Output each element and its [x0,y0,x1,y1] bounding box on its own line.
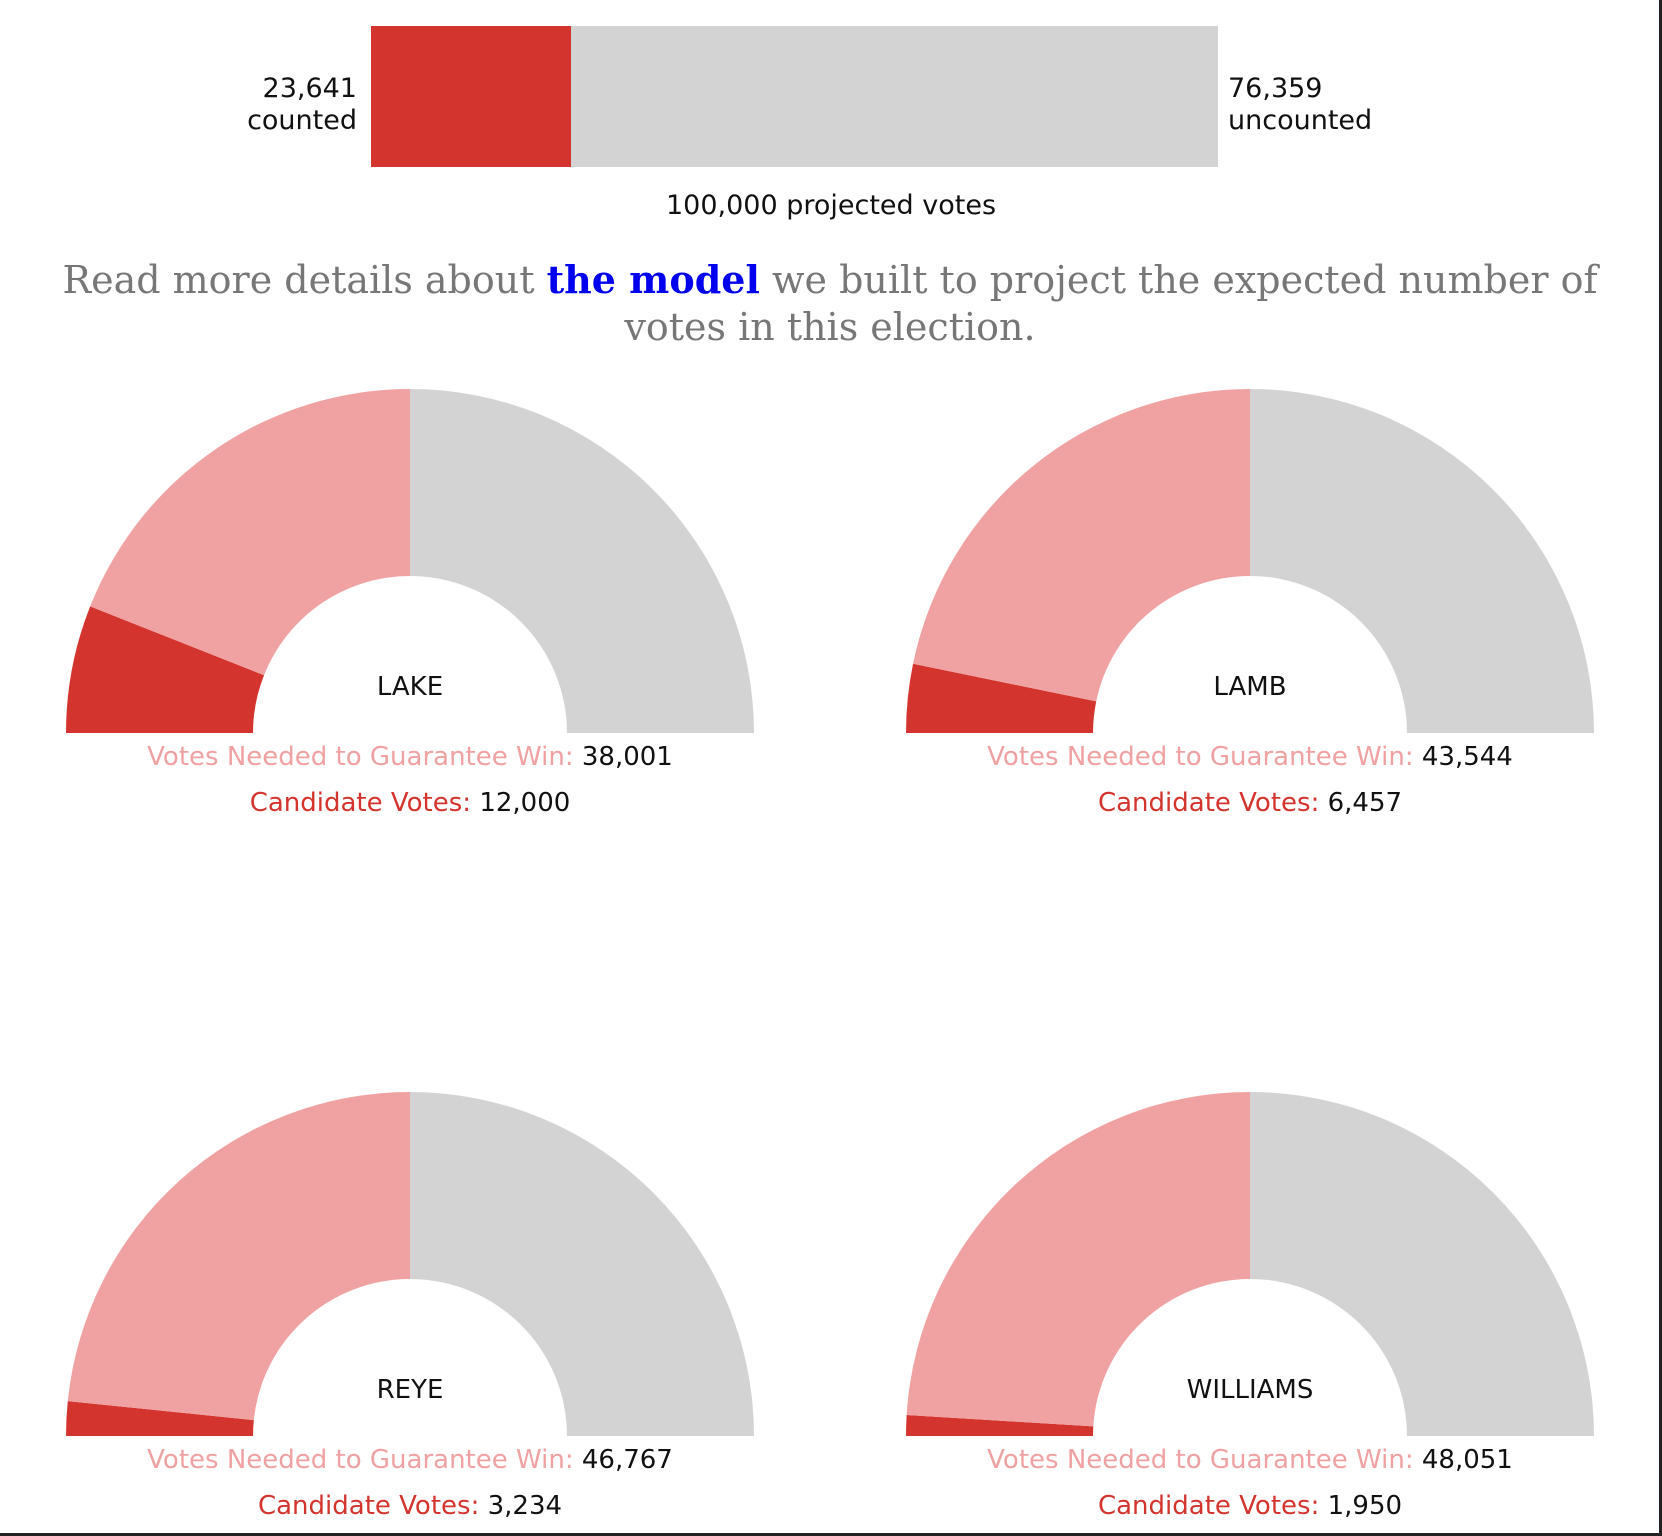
candidate-votes-value: 12,000 [479,788,571,818]
candidate-votes-label: Candidate Votes: [1097,1491,1320,1521]
uncounted-label: 76,359 uncounted [1228,73,1372,137]
votes-needed-line: Votes Needed to Guarantee Win: 46,767 [10,1444,810,1476]
candidate-votes-value: 1,950 [1327,1491,1403,1521]
model-note-after: we built to project the expected number … [624,258,1598,349]
votes-needed-label: Votes Needed to Guarantee Win: [147,742,574,772]
candidate-votes-line: Candidate Votes: 3,234 [10,1490,810,1522]
candidate-votes-label: Candidate Votes: [257,1491,480,1521]
candidate-votes-line: Candidate Votes: 12,000 [10,787,810,819]
model-link[interactable]: the model [546,257,760,302]
remaining-votes-segment [410,389,754,733]
votes-needed-segment [90,389,411,676]
candidate-votes-segment [906,1414,1094,1436]
votes-needed-label: Votes Needed to Guarantee Win: [147,1445,574,1475]
votes-needed-value: 43,544 [1421,742,1513,772]
remaining-votes-segment [1250,1092,1594,1436]
frame-border-right [1659,0,1662,1536]
candidate-votes-label: Candidate Votes: [249,788,472,818]
candidate-name: LAMB [1213,672,1286,702]
candidate-votes-line: Candidate Votes: 6,457 [850,787,1650,819]
remaining-votes-segment [410,1092,754,1436]
candidate-name: LAKE [377,672,443,702]
votes-needed-label: Votes Needed to Guarantee Win: [987,1445,1414,1475]
uncounted-number: 76,359 [1228,73,1323,104]
candidate-name: REYE [377,1375,444,1405]
votes-needed-value: 48,051 [1421,1445,1513,1475]
uncounted-text: uncounted [1228,105,1373,136]
votes-needed-line: Votes Needed to Guarantee Win: 43,544 [850,741,1650,773]
vote-count-progress-bar [371,26,1218,167]
counted-number: 23,641 [262,73,357,104]
remaining-votes-segment [1250,389,1594,733]
counted-fill [371,26,572,167]
candidate-votes-value: 6,457 [1327,788,1403,818]
model-note-before: Read more details about [62,258,547,302]
votes-needed-line: Votes Needed to Guarantee Win: 38,001 [10,741,810,773]
frame-border-bottom [0,1533,1662,1536]
candidate-name: WILLIAMS [1187,1375,1314,1405]
model-note: Read more details about the model we bui… [40,256,1620,351]
votes-needed-segment [906,1091,1251,1427]
votes-needed-segment [67,1092,411,1421]
counted-text: counted [247,105,357,136]
votes-needed-value: 46,767 [581,1445,673,1475]
votes-needed-value: 38,001 [581,742,673,772]
candidate-votes-segment [906,663,1097,733]
candidate-votes-segment [66,606,265,733]
candidate-votes-segment [66,1401,254,1436]
votes-needed-line: Votes Needed to Guarantee Win: 48,051 [850,1444,1650,1476]
votes-needed-label: Votes Needed to Guarantee Win: [987,742,1414,772]
candidate-votes-line: Candidate Votes: 1,950 [850,1490,1650,1522]
votes-needed-segment [913,388,1251,702]
candidate-votes-value: 3,234 [487,1491,563,1521]
counted-label: 23,641 counted [247,73,357,137]
candidate-votes-label: Candidate Votes: [1097,788,1320,818]
projected-votes-label: 100,000 projected votes [665,190,997,221]
